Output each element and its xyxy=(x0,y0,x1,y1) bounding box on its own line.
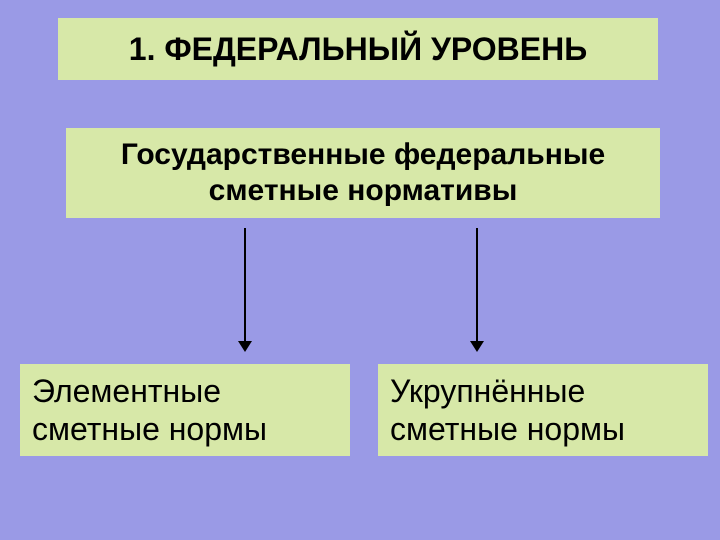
arrow-right xyxy=(470,228,484,352)
arrow-left xyxy=(238,228,252,352)
arrow-shaft xyxy=(244,228,246,342)
slide-background xyxy=(0,0,720,540)
leaf-left-text: Элементныесметные нормы xyxy=(32,372,267,449)
leaf-right-text: Укрупнённыесметные нормы xyxy=(390,372,625,449)
leaf-left-box: Элементныесметные нормы xyxy=(20,364,350,456)
arrow-shaft xyxy=(476,228,478,342)
subtitle-box: Государственные федеральныесметные норма… xyxy=(66,128,660,218)
leaf-right-box: Укрупнённыесметные нормы xyxy=(378,364,708,456)
title-text: 1. ФЕДЕРАЛЬНЫЙ УРОВЕНЬ xyxy=(129,30,587,68)
title-box: 1. ФЕДЕРАЛЬНЫЙ УРОВЕНЬ xyxy=(58,18,658,80)
subtitle-text: Государственные федеральныесметные норма… xyxy=(121,137,605,209)
arrow-head-icon xyxy=(470,341,484,352)
arrow-head-icon xyxy=(238,341,252,352)
